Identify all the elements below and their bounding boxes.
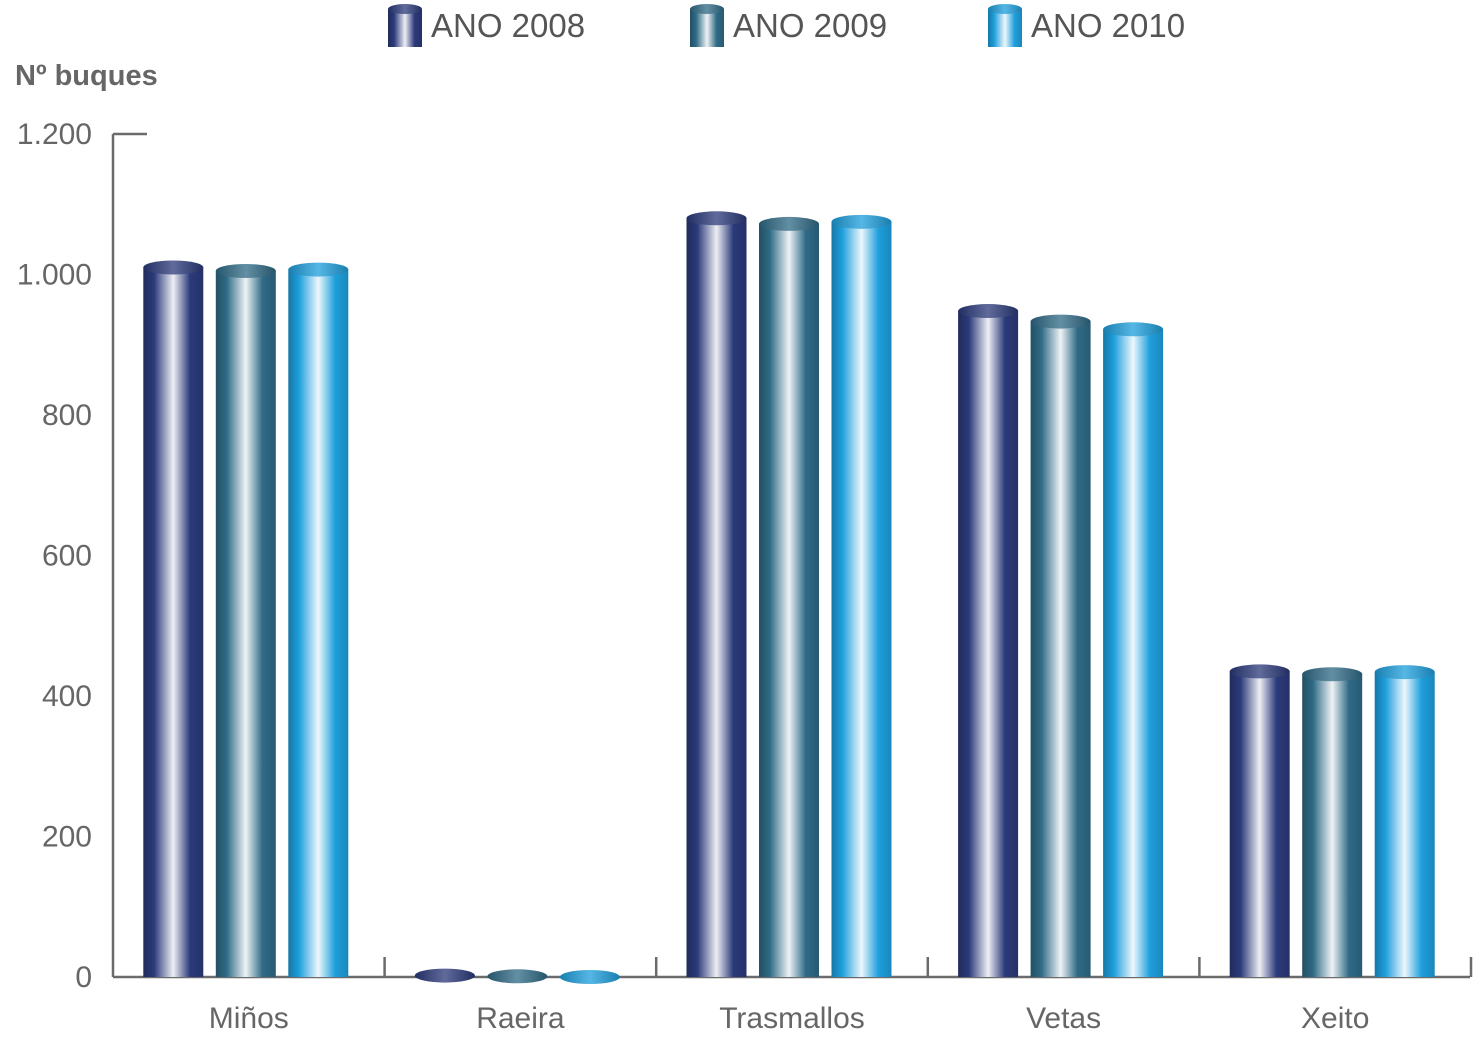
bar xyxy=(1103,322,1164,977)
y-tick-label: 0 xyxy=(75,961,92,994)
y-tick-label: 1.200 xyxy=(17,118,92,151)
y-tick-label: 600 xyxy=(42,540,92,573)
legend-label: ANO 2010 xyxy=(1031,7,1185,44)
bar xyxy=(288,262,349,977)
bar xyxy=(759,216,819,978)
bar xyxy=(215,263,276,977)
legend-item: ANO 2010 xyxy=(988,4,1185,47)
bar xyxy=(958,304,1019,977)
bars xyxy=(143,211,1435,984)
y-tick-label: 200 xyxy=(42,821,92,854)
y-tick-label: 800 xyxy=(42,399,92,432)
bar xyxy=(559,970,620,984)
x-tick-label: Vetas xyxy=(1026,1002,1101,1035)
legend-swatch xyxy=(690,9,724,47)
bar xyxy=(1302,667,1363,977)
bar xyxy=(1229,664,1290,977)
bar xyxy=(1030,314,1091,977)
x-tick-label: Miños xyxy=(209,1002,289,1035)
legend-swatch xyxy=(388,9,422,47)
axes: 0 200 400 600 800 1.000 1.200 Miños Raeira Trasma… xyxy=(17,118,1473,1035)
legend-swatch xyxy=(988,9,1022,47)
legend-label: ANO 2009 xyxy=(733,7,887,44)
x-tick-label: Raeira xyxy=(476,1002,565,1035)
bar xyxy=(831,214,892,977)
y-axis-title: Nº buques xyxy=(15,60,158,92)
bar xyxy=(487,969,548,984)
bar xyxy=(414,968,475,983)
y-tick-label: 1.000 xyxy=(17,259,92,292)
legend-item: ANO 2009 xyxy=(690,4,887,47)
legend-label: ANO 2008 xyxy=(431,7,585,44)
bar xyxy=(1374,665,1435,977)
x-tick-label: Xeito xyxy=(1301,1002,1369,1035)
x-tick-label: Trasmallos xyxy=(719,1002,865,1035)
legend-item: ANO 2008 xyxy=(388,4,585,47)
bar xyxy=(686,211,747,978)
y-tick-label: 400 xyxy=(42,680,92,713)
bar xyxy=(143,260,204,978)
legend: ANO 2008 ANO 2009 ANO 2010 xyxy=(388,4,1185,47)
